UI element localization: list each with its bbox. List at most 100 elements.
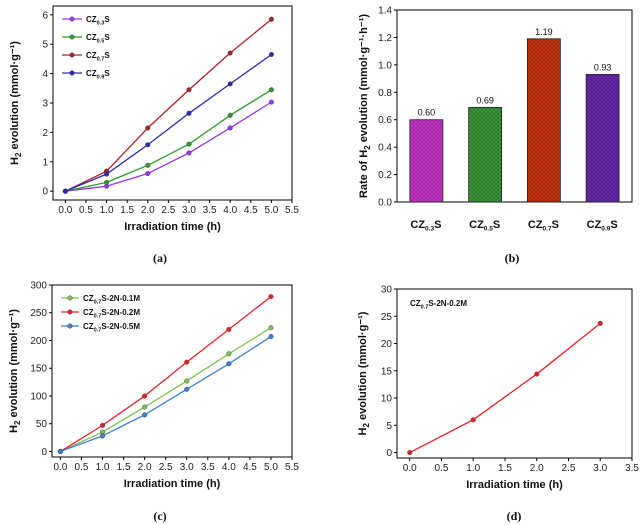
x-tick-label: 2.5 — [159, 462, 173, 473]
legend-entry: CZ0.7S-2N-0.1M — [83, 294, 140, 306]
y-tick-label: 15 — [381, 366, 393, 377]
x-tick-label: 1.0 — [466, 463, 480, 474]
data-point — [100, 422, 106, 428]
series-line-c-2 — [60, 336, 272, 453]
x-tick-label: 3.0 — [182, 205, 196, 216]
data-point — [186, 87, 192, 93]
panel-caption-a: (a) — [153, 251, 167, 265]
x-tick-label: 1.0 — [100, 205, 114, 216]
plot-frame-b — [396, 9, 633, 203]
annotation-label: CZ0.7S-2N-0.2M — [410, 299, 467, 311]
x-tick-label: 2.5 — [161, 205, 175, 216]
y-tick-label: 5 — [386, 421, 392, 432]
data-point — [268, 99, 274, 105]
x-category-label: CZ0.7S — [528, 219, 559, 233]
legend-entry: CZ0.3S — [86, 15, 110, 27]
y-tick-label: 150 — [30, 364, 47, 375]
bar — [468, 106, 503, 203]
x-tick-label: 4.5 — [244, 205, 258, 216]
legend-swatch-marker — [69, 34, 75, 40]
data-point — [186, 141, 192, 147]
y-axis-label: H2 evolution (mmol·g⁻¹) — [8, 309, 22, 433]
x-axis-label: Irradiation time (h) — [124, 478, 221, 490]
x-tick-label: 1.5 — [120, 205, 134, 216]
y-tick-label: 4 — [42, 69, 48, 80]
data-point — [268, 52, 274, 58]
x-tick-label: 0.5 — [79, 205, 93, 216]
legend-swatch-marker — [69, 52, 75, 58]
x-tick-label: 2.0 — [138, 462, 152, 473]
data-point — [226, 361, 232, 367]
y-tick-label: 0 — [41, 447, 47, 458]
data-point — [268, 294, 274, 300]
data-point — [184, 386, 190, 392]
y-tick-label: 0.6 — [378, 115, 392, 126]
x-tick-label: 0.0 — [58, 205, 72, 216]
x-tick-label: 5.0 — [264, 205, 278, 216]
x-category-label: CZ0.9S — [587, 219, 618, 233]
bar-value-label: 0.93 — [594, 62, 612, 72]
data-point — [142, 404, 148, 410]
data-point — [145, 142, 151, 148]
data-point — [470, 417, 476, 423]
data-point — [227, 125, 233, 131]
data-point — [104, 179, 110, 185]
y-tick-label: 1.2 — [378, 33, 392, 44]
data-point — [62, 188, 68, 194]
plot-frame-d — [396, 288, 633, 459]
y-tick-label: 0.8 — [378, 88, 392, 99]
data-point — [227, 112, 233, 118]
y-tick-label: 3 — [42, 99, 48, 110]
x-tick-label: 4.0 — [223, 205, 237, 216]
y-tick-label: 0 — [386, 448, 392, 459]
data-point — [226, 351, 232, 357]
series-line-d-0 — [409, 322, 601, 454]
y-tick-label: 250 — [30, 308, 47, 319]
x-category-label: CZ0.5S — [469, 219, 500, 233]
data-point — [534, 371, 540, 377]
legend-swatch-marker — [69, 16, 75, 22]
data-point — [227, 81, 233, 87]
x-tick-label: 0.5 — [435, 463, 449, 474]
bar-value-label: 1.19 — [535, 27, 553, 37]
panel-caption-c: (c) — [153, 509, 166, 523]
y-tick-label: 100 — [30, 391, 47, 402]
x-tick-label: 4.0 — [222, 462, 236, 473]
x-tick-label: 2.5 — [562, 463, 576, 474]
data-point — [145, 125, 151, 131]
y-tick-label: 25 — [381, 312, 393, 323]
series-line-c-1 — [60, 296, 272, 453]
x-tick-label: 3.0 — [180, 462, 194, 473]
y-tick-label: 0.0 — [378, 198, 392, 209]
data-point — [227, 50, 233, 56]
data-point — [186, 110, 192, 116]
y-tick-label: 0 — [42, 187, 48, 198]
bar — [526, 38, 561, 203]
data-point — [184, 378, 190, 384]
data-point — [268, 16, 274, 22]
y-tick-label: 1.0 — [378, 60, 392, 71]
data-point — [226, 326, 232, 332]
data-point — [597, 320, 603, 326]
y-tick-label: 10 — [381, 394, 393, 405]
data-point — [142, 412, 148, 418]
y-tick-label: 0.2 — [378, 170, 392, 181]
x-tick-label: 4.5 — [243, 462, 257, 473]
legend-swatch-marker — [69, 70, 75, 76]
x-tick-label: 0.0 — [403, 463, 417, 474]
legend-swatch-marker — [67, 295, 73, 301]
x-tick-label: 0.0 — [53, 462, 67, 473]
y-axis-label: Rate of H2 evolution (mmol·g⁻¹·h⁻¹) — [358, 14, 372, 198]
data-point — [186, 150, 192, 156]
x-axis-label: Irradiation time (h) — [466, 479, 563, 491]
x-tick-label: 3.5 — [625, 463, 639, 474]
data-point — [104, 171, 110, 177]
legend-swatch-marker — [67, 309, 73, 315]
y-tick-label: 200 — [30, 336, 47, 347]
y-tick-label: 1.4 — [378, 6, 392, 17]
x-tick-label: 0.5 — [75, 462, 89, 473]
y-tick-label: 20 — [381, 339, 393, 350]
panel-caption-b: (b) — [505, 251, 520, 265]
y-axis-label: H2 evolution (mmol·g⁻¹) — [9, 41, 23, 165]
